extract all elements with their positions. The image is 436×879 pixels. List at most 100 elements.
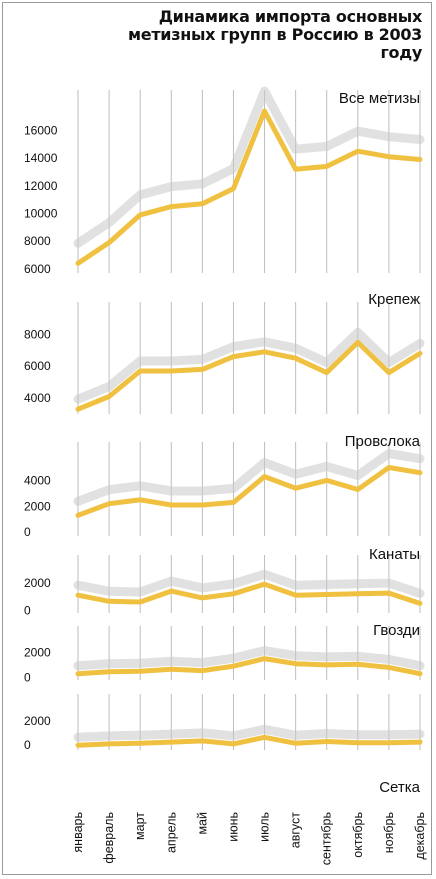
- data-point: [200, 595, 205, 601]
- panel-title: Сетка: [379, 779, 420, 796]
- data-point: [293, 661, 298, 666]
- series-line: [75, 465, 423, 518]
- data-point: [169, 739, 174, 745]
- data-point: [417, 470, 423, 475]
- data-point: [200, 367, 205, 372]
- data-point: [355, 740, 361, 745]
- y-tick-label: 0: [24, 670, 31, 684]
- y-tick-label: 16000: [24, 123, 58, 137]
- data-point: [137, 599, 143, 605]
- y-tick-label: 10000: [24, 206, 58, 220]
- data-point: [262, 582, 267, 587]
- x-tick-label: апрель: [164, 812, 178, 853]
- panel-1: 6000 8000 10000 12000 14000 16000 Все метизы: [24, 86, 425, 276]
- x-tick-label: июль: [258, 812, 272, 842]
- data-point: [262, 735, 267, 740]
- x-tick-label: октябрь: [351, 812, 365, 858]
- data-point: [386, 370, 392, 375]
- series-shadow: [73, 86, 425, 248]
- data-point: [417, 351, 423, 356]
- data-point: [386, 465, 392, 470]
- series-shadow: [73, 327, 425, 404]
- data-point: [417, 157, 423, 162]
- data-point: [324, 592, 329, 597]
- data-point: [231, 663, 236, 669]
- x-tick-label: июнь: [226, 812, 240, 842]
- data-point: [417, 739, 423, 745]
- y-tick-label: 2000: [24, 499, 51, 513]
- data-point: [386, 590, 392, 596]
- data-point: [169, 204, 174, 209]
- data-point: [293, 356, 298, 361]
- x-tick-label: февраль: [102, 812, 116, 864]
- panel-5: 0 2000 Гвозди: [24, 622, 425, 684]
- data-point: [386, 740, 392, 745]
- data-point: [137, 497, 143, 503]
- data-point: [262, 349, 267, 355]
- y-tick-label: 0: [24, 525, 31, 539]
- data-point: [386, 665, 392, 670]
- data-point: [293, 485, 298, 491]
- data-point: [417, 601, 423, 606]
- y-tick-label: 4000: [24, 473, 51, 487]
- series-line: [75, 339, 423, 412]
- data-point: [106, 394, 112, 399]
- data-point: [106, 240, 112, 245]
- data-point: [169, 588, 174, 594]
- y-tick-label: 4000: [24, 391, 51, 405]
- data-point: [75, 671, 81, 676]
- series-line: [75, 581, 423, 606]
- data-point: [231, 500, 236, 505]
- data-point: [106, 741, 112, 747]
- data-point: [262, 474, 267, 479]
- series-line: [75, 108, 423, 266]
- y-tick-label: 12000: [24, 179, 58, 193]
- data-point: [75, 592, 81, 598]
- data-point: [231, 741, 236, 747]
- data-point: [355, 662, 361, 667]
- y-tick-label: 2000: [24, 714, 51, 728]
- data-point: [200, 502, 205, 508]
- series-shadow: [73, 724, 425, 742]
- panel-3: 0 2000 4000 Провслока: [24, 433, 425, 539]
- panel-title: Все метизы: [339, 90, 420, 107]
- panel-2: 4000 6000 8000 Крепеж: [24, 291, 425, 414]
- data-point: [75, 261, 81, 266]
- data-point: [200, 738, 205, 744]
- x-tick-label: август: [289, 812, 303, 849]
- data-point: [75, 513, 81, 518]
- series-shadow: [73, 449, 425, 506]
- x-tick-label: март: [133, 812, 147, 840]
- data-point: [355, 149, 361, 154]
- series-line: [75, 656, 423, 677]
- data-point: [200, 668, 205, 673]
- panel-title: Канаты: [369, 546, 420, 563]
- series-shadow: [73, 646, 425, 671]
- data-point: [324, 478, 329, 483]
- y-tick-label: 0: [24, 738, 31, 752]
- y-tick-label: 14000: [24, 151, 58, 165]
- panel-title: Крепеж: [368, 291, 420, 308]
- data-point: [386, 154, 392, 159]
- chart-frame: [2, 2, 432, 875]
- data-point: [324, 739, 329, 744]
- data-point: [75, 742, 81, 748]
- data-point: [324, 164, 329, 169]
- data-point: [231, 591, 236, 596]
- data-point: [169, 667, 174, 672]
- data-point: [106, 669, 112, 675]
- series-shadow: [73, 569, 425, 598]
- data-point: [137, 212, 143, 218]
- y-tick-label: 6000: [24, 262, 51, 276]
- y-tick-label: 8000: [24, 327, 51, 341]
- x-tick-label: сентябрь: [320, 812, 334, 865]
- data-point: [417, 671, 423, 676]
- x-tick-label: май: [195, 812, 209, 835]
- x-tick-label: январь: [71, 812, 85, 853]
- data-point: [200, 201, 205, 206]
- panel-title: Гвозди: [373, 622, 420, 639]
- x-tick-label: ноябрь: [382, 812, 396, 853]
- panel-4: 0 2000 Канаты: [24, 546, 425, 617]
- series-line: [75, 734, 423, 748]
